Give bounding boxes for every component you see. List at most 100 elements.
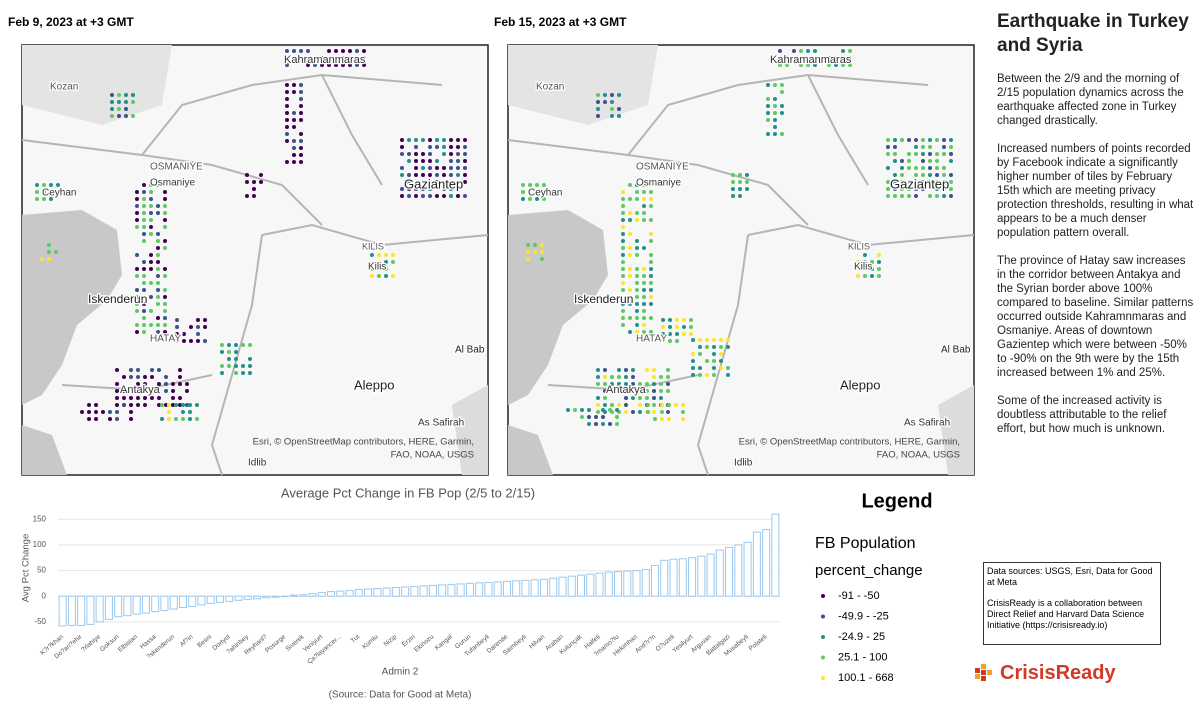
map-dot [163, 225, 167, 229]
map-dot [726, 366, 730, 370]
map-dot [642, 323, 646, 327]
map-dot [528, 183, 532, 187]
map-dot [675, 339, 679, 343]
place-label: HATAY [636, 334, 667, 345]
map-dot [135, 197, 139, 201]
bar [234, 595, 243, 601]
map-dot [135, 211, 139, 215]
map-dot [87, 403, 91, 407]
map-dot [900, 187, 904, 191]
map-dot [456, 159, 460, 163]
map-dot [649, 197, 653, 201]
region [22, 45, 172, 125]
map-dot [174, 417, 178, 421]
map-dot [773, 97, 777, 101]
map-dot [175, 332, 179, 336]
map-dot [163, 246, 167, 250]
map-dot [115, 389, 119, 393]
map-dot [661, 325, 665, 329]
map-dot [163, 239, 167, 243]
map-dot [377, 260, 381, 264]
place-label: As Safirah [418, 418, 464, 429]
map-dot [921, 138, 925, 142]
map-dot [601, 422, 605, 426]
map-dot [660, 410, 664, 414]
map-title: Feb 15, 2023 at +3 GMT [494, 15, 627, 29]
logo: CrisisReady [1000, 662, 1116, 685]
map-dot [124, 93, 128, 97]
map-dot [80, 410, 84, 414]
map-dot [907, 166, 911, 170]
map-dot [391, 253, 395, 257]
bar [539, 578, 548, 597]
place-label: Kilis [854, 262, 872, 273]
map-dot [628, 316, 632, 320]
legend-layer: FB Population [815, 535, 916, 552]
map-dot [143, 382, 147, 386]
map-dot [649, 218, 653, 222]
map-dot [949, 159, 953, 163]
border-line [210, 234, 263, 476]
map-dot [149, 295, 153, 299]
map-dot [292, 111, 296, 115]
map-dot [870, 260, 874, 264]
map-dot [863, 253, 867, 257]
map-dot [689, 318, 693, 322]
map-dot [292, 56, 296, 60]
map-dot [610, 107, 614, 111]
bar [327, 591, 336, 597]
map-dot [142, 274, 146, 278]
map-dot [635, 295, 639, 299]
map-dot [234, 350, 238, 354]
x-tick-label: Ekinozu [413, 633, 436, 653]
map-dot [914, 173, 918, 177]
map-dot [731, 180, 735, 184]
map-dot [299, 139, 303, 143]
region [508, 45, 658, 125]
map-dot [463, 159, 467, 163]
map-dot [610, 375, 614, 379]
logo-mark [981, 670, 986, 675]
map-dot [252, 180, 256, 184]
sea [508, 210, 608, 405]
map-dot [935, 194, 939, 198]
map-dot [674, 403, 678, 407]
map-dot [124, 114, 128, 118]
map-dot [661, 332, 665, 336]
map-dot [178, 368, 182, 372]
bar [428, 584, 437, 597]
map-dot [907, 152, 911, 156]
x-tick-label: Tut [350, 633, 362, 644]
map-dot [856, 274, 860, 278]
map-dot [653, 417, 657, 421]
map-dot [621, 302, 625, 306]
map-dot [652, 368, 656, 372]
map-dot [587, 422, 591, 426]
map-dot [163, 267, 167, 271]
map-dot [792, 56, 796, 60]
map-dot [167, 410, 171, 414]
map-dot [245, 180, 249, 184]
map-dot [292, 49, 296, 53]
bar [725, 546, 734, 597]
map-dot [621, 225, 625, 229]
map-dot [129, 417, 133, 421]
map-dot [682, 325, 686, 329]
map-dot [135, 274, 139, 278]
map-dot [900, 180, 904, 184]
map-dot [666, 410, 670, 414]
map-dot [848, 49, 852, 53]
map-dot [535, 183, 539, 187]
place-label: Kozan [50, 82, 78, 93]
map-dot [220, 371, 224, 375]
map-dot [442, 152, 446, 156]
map-dot [610, 389, 614, 393]
map-dot [652, 403, 656, 407]
map-dot [156, 281, 160, 285]
map-dot [110, 114, 114, 118]
map-dot [156, 183, 160, 187]
map-dot [949, 194, 953, 198]
map-dot [355, 63, 359, 67]
map-dot [313, 56, 317, 60]
map-dot [893, 173, 897, 177]
